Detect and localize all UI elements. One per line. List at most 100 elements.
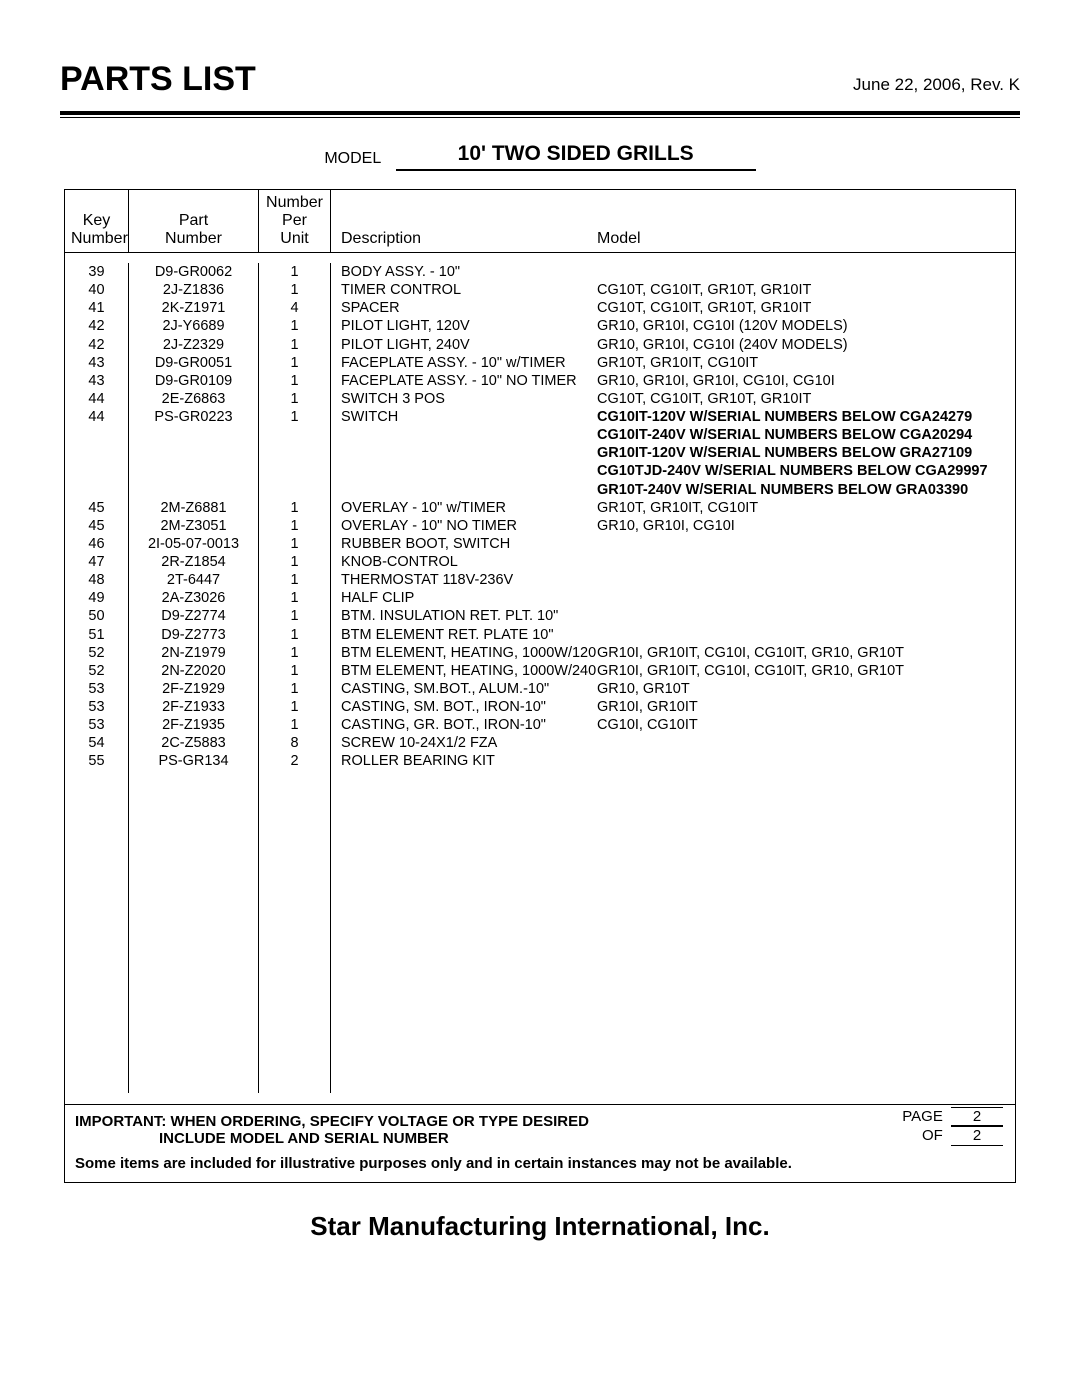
col-desc-l: Description (341, 230, 585, 248)
cell-key: 42 (71, 317, 122, 335)
cell-model (597, 553, 1009, 571)
cell-qty: 1 (265, 662, 324, 680)
cell-model (597, 752, 1009, 770)
cell-desc: BODY ASSY. - 10" (341, 263, 585, 281)
cell-qty: 4 (265, 299, 324, 317)
cell-key: 44 (71, 408, 122, 426)
notes-box: PAGE 2 OF 2 IMPORTANT: WHEN ORDERING, SP… (65, 1104, 1015, 1182)
cell-key: 49 (71, 589, 122, 607)
cell-qty: 1 (265, 553, 324, 571)
cell-key (71, 481, 122, 499)
cell-model: GR10, GR10T (597, 680, 1009, 698)
cell-model: GR10T-240V W/SERIAL NUMBERS BELOW GRA033… (597, 481, 1009, 499)
cell-part: 2M-Z6881 (135, 499, 252, 517)
col-qty-l3: Unit (265, 230, 324, 248)
page-label: PAGE (902, 1108, 943, 1125)
cell-part: 2F-Z1933 (135, 698, 252, 716)
cell-part: 2T-6447 (135, 571, 252, 589)
cell-qty: 1 (265, 499, 324, 517)
cell-model: GR10IT-120V W/SERIAL NUMBERS BELOW GRA27… (597, 444, 1009, 462)
col-head-part: Part Number (129, 190, 259, 252)
cell-qty (265, 426, 324, 444)
cell-model: CG10T, CG10IT, GR10T, GR10IT (597, 281, 1009, 299)
cell-part: PS-GR134 (135, 752, 252, 770)
important-line1: IMPORTANT: WHEN ORDERING, SPECIFY VOLTAG… (75, 1113, 1005, 1130)
cell-model: GR10, GR10I, CG10I (240V MODELS) (597, 336, 1009, 354)
cell-desc: PILOT LIGHT, 240V (341, 336, 585, 354)
cell-desc: BTM ELEMENT, HEATING, 1000W/240 (341, 662, 585, 680)
cell-part: 2E-Z6863 (135, 390, 252, 408)
cell-part (135, 426, 252, 444)
cell-qty: 1 (265, 517, 324, 535)
col-qty: 114111111 111111111111182 (259, 263, 331, 1093)
table-head: Key Number Part Number Number Per Unit D… (65, 190, 1015, 252)
cell-key (71, 426, 122, 444)
cell-desc: TIMER CONTROL (341, 281, 585, 299)
cell-qty (265, 462, 324, 480)
cell-qty: 1 (265, 408, 324, 426)
cell-model: GR10T, GR10IT, CG10IT (597, 499, 1009, 517)
rows-area: 394041424243434444 454546474849505152525… (65, 253, 1015, 1093)
cell-desc: CASTING, SM.BOT., ALUM.-10" (341, 680, 585, 698)
cell-model (597, 734, 1009, 752)
cell-key: 45 (71, 499, 122, 517)
cell-key: 43 (71, 372, 122, 390)
cell-key: 45 (71, 517, 122, 535)
cell-part: 2C-Z5883 (135, 734, 252, 752)
cell-desc: FACEPLATE ASSY. - 10" NO TIMER (341, 372, 585, 390)
cell-qty: 1 (265, 372, 324, 390)
cell-desc: OVERLAY - 10" NO TIMER (341, 517, 585, 535)
cell-key: 42 (71, 336, 122, 354)
model-name: 10' TWO SIDED GRILLS (458, 142, 694, 165)
cell-part: 2F-Z1935 (135, 716, 252, 734)
cell-desc (341, 426, 585, 444)
cell-desc: PILOT LIGHT, 120V (341, 317, 585, 335)
cell-part: D9-Z2774 (135, 607, 252, 625)
page-num: 2 (951, 1107, 1003, 1126)
cell-part: PS-GR0223 (135, 408, 252, 426)
cell-qty: 1 (265, 607, 324, 625)
cell-part: 2J-Y6689 (135, 317, 252, 335)
footer-company: Star Manufacturing International, Inc. (60, 1211, 1020, 1242)
cell-key: 43 (71, 354, 122, 372)
of-label: OF (922, 1127, 943, 1144)
cell-part: 2J-Z1836 (135, 281, 252, 299)
cell-model (597, 535, 1009, 553)
cell-key: 46 (71, 535, 122, 553)
cell-qty: 1 (265, 644, 324, 662)
col-model-l: Model (597, 230, 1009, 248)
cell-desc: THERMOSTAT 118V-236V (341, 571, 585, 589)
cell-desc (341, 462, 585, 480)
col-key: 394041424243434444 454546474849505152525… (65, 263, 129, 1093)
cell-key: 41 (71, 299, 122, 317)
cell-model: GR10, GR10I, CG10I (120V MODELS) (597, 317, 1009, 335)
header-row: PARTS LIST June 22, 2006, Rev. K (60, 60, 1020, 99)
cell-qty: 1 (265, 698, 324, 716)
cell-qty: 1 (265, 336, 324, 354)
cell-key (71, 444, 122, 462)
col-part-l2: Number (135, 230, 252, 248)
col-key-l1: Key (71, 212, 122, 230)
cell-qty: 1 (265, 589, 324, 607)
cell-part: 2M-Z3051 (135, 517, 252, 535)
col-part-l1: Part (135, 212, 252, 230)
cell-desc: SCREW 10-24X1/2 FZA (341, 734, 585, 752)
cell-part: 2I-05-07-0013 (135, 535, 252, 553)
cell-part: 2F-Z1929 (135, 680, 252, 698)
cell-model: GR10I, GR10IT, CG10I, CG10IT, GR10, GR10… (597, 662, 1009, 680)
col-key-l2: Number (71, 230, 122, 248)
cell-key: 52 (71, 662, 122, 680)
cell-model: GR10I, GR10IT, CG10I, CG10IT, GR10, GR10… (597, 644, 1009, 662)
cell-part (135, 444, 252, 462)
cell-model: GR10, GR10I, CG10I (597, 517, 1009, 535)
cell-part: 2N-Z1979 (135, 644, 252, 662)
cell-key: 39 (71, 263, 122, 281)
cell-key: 54 (71, 734, 122, 752)
cell-part: 2A-Z3026 (135, 589, 252, 607)
disclaimer: Some items are included for illustrative… (75, 1155, 1005, 1172)
cell-desc: FACEPLATE ASSY. - 10" w/TIMER (341, 354, 585, 372)
cell-desc: BTM ELEMENT RET. PLATE 10" (341, 626, 585, 644)
revision-date: June 22, 2006, Rev. K (853, 75, 1020, 95)
col-desc: BODY ASSY. - 10"TIMER CONTROLSPACERPILOT… (331, 263, 591, 1093)
cell-part: D9-GR0109 (135, 372, 252, 390)
